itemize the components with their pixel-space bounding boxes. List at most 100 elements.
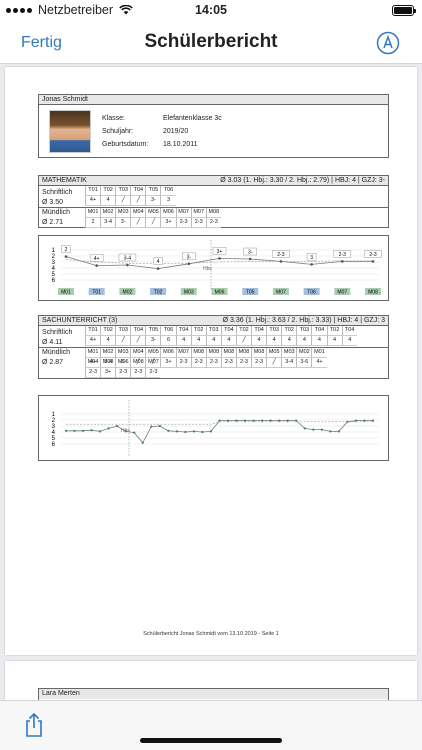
grade-value: 2-3 [205, 358, 221, 368]
grade-value [130, 196, 146, 206]
data-point [192, 430, 196, 433]
student-name: Lara Merten [39, 689, 388, 699]
data-label: 4 [157, 259, 160, 265]
series-tag [272, 288, 289, 295]
grade-value: 3+ [160, 218, 176, 228]
grade-value: 3 [160, 196, 176, 206]
grade-value: 4 [296, 336, 312, 346]
data-point [363, 419, 366, 422]
grade-header: T02 [281, 326, 297, 336]
grade-header: T03 [266, 326, 282, 336]
data-label: 2-3 [277, 252, 284, 258]
subject-summary: Ø 3.36 (1. Hbj.: 3.63 / 2. Hbj.: 3.33) |… [222, 317, 385, 324]
grade-value: 3- [145, 336, 161, 346]
subject-name: MATHEMATIK [42, 177, 87, 184]
grade-header: M08 [130, 358, 146, 368]
field-label: Klasse: [102, 115, 125, 122]
field-value: 18.10.2011 [163, 141, 198, 148]
grade-value: 4 [175, 336, 191, 346]
grade-header: M02 [100, 348, 116, 358]
grade-value: 2 [85, 218, 101, 228]
grade-header: M05 [145, 348, 161, 358]
data-point [156, 267, 160, 270]
written-grades: T014+T024T03T04T053-T066T044T024T034T044… [85, 326, 357, 346]
series-tag [242, 288, 259, 295]
series-tag-label: M06 [215, 290, 225, 296]
data-point [90, 429, 93, 432]
grade-header: T02 [100, 326, 116, 336]
grade-header: T02 [326, 326, 342, 336]
grade-header: T01 [85, 186, 101, 196]
axis-tick-label: 6 [52, 442, 56, 448]
grade-header: M03 [281, 348, 297, 358]
grade-header: M08 [251, 348, 267, 358]
series-tag-label: T05 [246, 290, 255, 296]
done-button[interactable]: Fertig [21, 34, 62, 51]
data-point [371, 419, 375, 422]
grade-value: 3- [145, 196, 161, 206]
data-point [64, 429, 68, 432]
grade-value: 4 [100, 196, 116, 206]
data-point [269, 419, 272, 422]
data-point [116, 424, 119, 428]
grade-value: 2-3 [145, 368, 161, 378]
grade-header: M06 [115, 358, 131, 368]
data-label-box [118, 253, 137, 262]
grade-header: M02 [296, 348, 312, 358]
wifi-icon [119, 5, 133, 15]
data-point [133, 431, 136, 434]
axis-tick-label: 1 [52, 412, 56, 418]
grade-header: T03 [115, 326, 131, 336]
axis-tick-label: 1 [52, 248, 56, 254]
data-point [252, 419, 255, 422]
series-tag [303, 288, 320, 295]
grade-header: T05 [145, 326, 161, 336]
share-icon[interactable] [24, 713, 44, 737]
grade-header: T06 [160, 326, 176, 336]
axis-tick-label: 4 [52, 266, 56, 272]
grade-header: M08 [190, 348, 206, 358]
battery-icon [392, 5, 416, 16]
data-label-box [212, 247, 227, 255]
data-point [99, 430, 102, 433]
grade-header: M04 [85, 358, 101, 368]
data-label-box [89, 254, 104, 262]
data-label: 3-4 [124, 256, 131, 262]
grade-value: 4 [281, 336, 297, 346]
carrier-label: Netzbetreiber [38, 3, 114, 17]
oral-label: Mündlich [42, 349, 71, 356]
grade-header: M04 [130, 208, 146, 218]
grade-header: T02 [190, 326, 206, 336]
data-point [209, 430, 213, 433]
grade-value: 4 [266, 336, 282, 346]
pen-circle-icon[interactable] [376, 31, 400, 55]
data-point [320, 428, 323, 431]
data-point [312, 428, 315, 431]
student-card: Jonas Schmidt Klasse: Elefantenklasse 3c… [38, 94, 389, 158]
grade-value: 2-3 [175, 218, 191, 228]
subject-header: SACHUNTERRICHT (3) Ø 3.36 (1. Hbj.: 3.63… [39, 316, 388, 326]
grade-header: M03 [115, 348, 131, 358]
grade-value: 2-3 [205, 218, 221, 228]
grade-value: 4 [326, 336, 342, 346]
data-point [175, 430, 178, 433]
axis-tick-label: 2 [52, 418, 56, 424]
data-label: 3- [187, 254, 192, 260]
oral-grades: M012M023-4M033-M04M05M063+M072-3M072-3M0… [85, 208, 221, 228]
average-series-line [65, 259, 373, 265]
data-label-box [61, 245, 71, 253]
grade-header: M01 [311, 348, 327, 358]
grade-header: T04 [311, 326, 327, 336]
grade-value [115, 336, 131, 346]
grade-header: M07 [175, 348, 191, 358]
grade-header: M01 [85, 348, 101, 358]
series-tag [211, 288, 228, 295]
average-series-line [66, 421, 373, 425]
data-point [124, 430, 127, 433]
grade-header: M01 [85, 208, 101, 218]
grade-value: 4 [205, 336, 221, 346]
halfyear-label: Hbs [203, 266, 212, 272]
data-point [235, 419, 238, 422]
